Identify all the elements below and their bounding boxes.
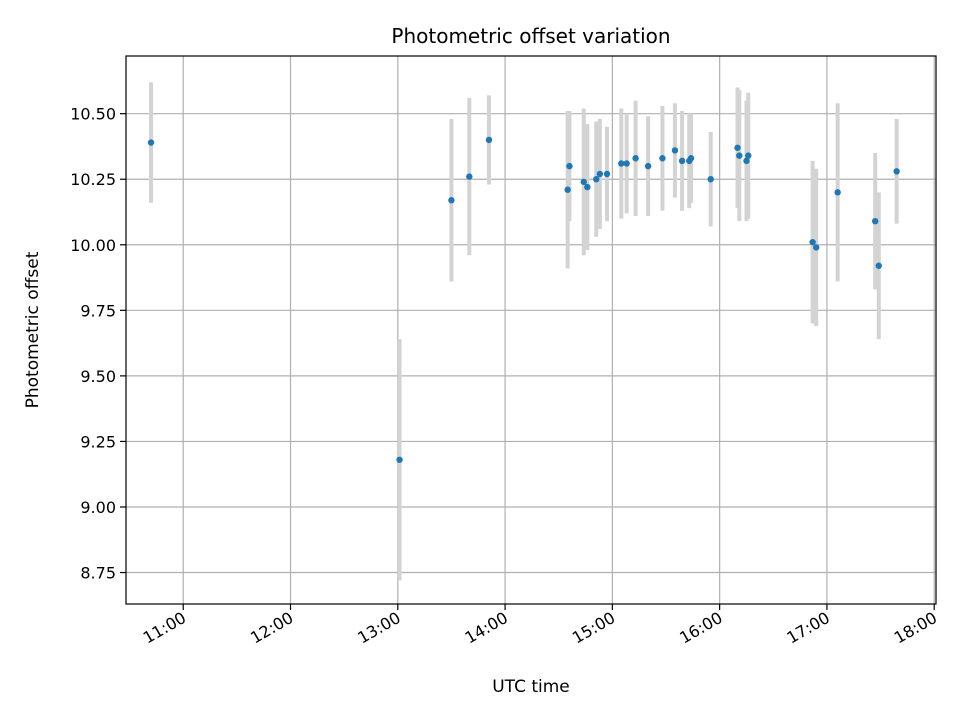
y-axis-title: Photometric offset [23, 251, 43, 408]
data-point [584, 183, 591, 191]
data-point [678, 157, 686, 165]
data-point [466, 173, 473, 180]
y-axis: 8.75 9.00 9.25 9.50 9.75 10.00 10.25 10.50 [70, 105, 126, 583]
data-point [596, 170, 604, 178]
y-tick-label: 9.25 [80, 432, 116, 451]
data-point [485, 136, 493, 144]
data-point [580, 178, 587, 186]
data-point [448, 197, 455, 204]
y-tick-label: 10.25 [70, 170, 116, 189]
data-point [644, 162, 652, 170]
data-point [623, 160, 630, 167]
y-tick-label: 10.00 [70, 236, 116, 255]
data-point [893, 168, 900, 175]
data-point [396, 456, 403, 463]
data-point [707, 176, 714, 183]
data-point [743, 157, 750, 165]
data-point [603, 170, 611, 178]
data-points [147, 136, 900, 463]
data-point [834, 189, 841, 196]
data-point [812, 244, 820, 251]
data-point [147, 139, 155, 146]
data-point [809, 238, 816, 246]
chart-title: Photometric offset variation [391, 24, 670, 48]
data-point [566, 162, 573, 170]
y-tick-label: 9.75 [80, 301, 116, 320]
y-tick-label: 9.50 [80, 367, 116, 386]
data-point [745, 152, 752, 159]
data-point [734, 144, 741, 151]
data-point [872, 217, 879, 225]
data-point [687, 155, 695, 162]
y-tick-label: 10.50 [70, 105, 116, 124]
y-tick-label: 8.75 [80, 564, 116, 583]
data-point [618, 160, 625, 167]
data-point [632, 155, 639, 162]
data-point [564, 186, 571, 193]
data-point [671, 147, 679, 154]
data-point [736, 152, 743, 159]
grid [126, 56, 936, 604]
data-point [659, 155, 666, 162]
data-point [875, 262, 882, 269]
data-point [593, 176, 600, 183]
plot-frame [125, 55, 937, 605]
x-axis-title: UTC time [492, 677, 570, 697]
y-tick-label: 9.00 [80, 498, 116, 517]
